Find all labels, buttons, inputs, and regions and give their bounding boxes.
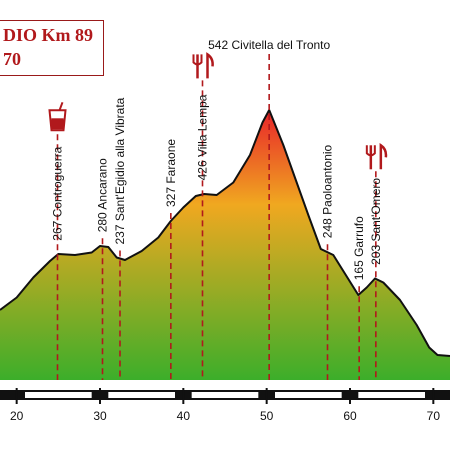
waypoint-6: 248 Paoloantonio [321, 144, 335, 380]
distance-bar-segment [108, 392, 175, 398]
waypoint-5: 542 Civitella del Tronto [208, 38, 331, 380]
waypoint-4: 426 Villa Lempa [192, 52, 214, 380]
waypoint-2: 237 Sant'Egidio alla Vibrata [113, 97, 127, 380]
x-tick-label: 30 [93, 409, 107, 423]
waypoint-label: 267 Controguerra [51, 146, 65, 240]
title-line-1: DIO Km 89 [3, 25, 93, 45]
elevation-outline [0, 109, 450, 357]
waypoint-0: 267 Controguerra [48, 101, 67, 380]
waypoint-3: 327 Faraone [164, 139, 178, 380]
x-tick-label: 60 [343, 409, 357, 423]
distance-bar-segment [25, 392, 92, 398]
x-tick-label: 40 [177, 409, 191, 423]
waypoint-label: 542 Civitella del Tronto [208, 38, 330, 52]
waypoint-label: 327 Faraone [164, 139, 178, 207]
waypoint-label: 203 Sant'Omero [369, 178, 383, 265]
x-tick-label: 50 [260, 409, 274, 423]
distance-bar-segment [275, 392, 342, 398]
distance-bar-segment [358, 392, 425, 398]
fork-knife-icon [192, 52, 214, 79]
waypoint-7: 165 Garrufo [352, 216, 366, 380]
title-line-2: 70 [3, 49, 21, 69]
x-tick-label: 70 [427, 409, 441, 423]
waypoint-label: 426 Villa Lempa [196, 94, 210, 180]
waypoint-8: 203 Sant'Omero [365, 142, 388, 380]
waypoint-label: 280 Ancarano [96, 158, 110, 232]
waypoint-label: 237 Sant'Egidio alla Vibrata [113, 97, 127, 244]
distance-bar-segment [191, 392, 259, 398]
waypoint-1: 280 Ancarano [96, 158, 110, 380]
elevation-area [0, 110, 450, 380]
x-tick-label: 20 [10, 409, 24, 423]
title-box: DIO Km 89 70 [0, 20, 104, 76]
drink-icon [48, 101, 67, 132]
fork-knife-icon [365, 142, 388, 170]
waypoint-label: 248 Paoloantonio [321, 144, 335, 238]
waypoint-label: 165 Garrufo [352, 216, 366, 280]
